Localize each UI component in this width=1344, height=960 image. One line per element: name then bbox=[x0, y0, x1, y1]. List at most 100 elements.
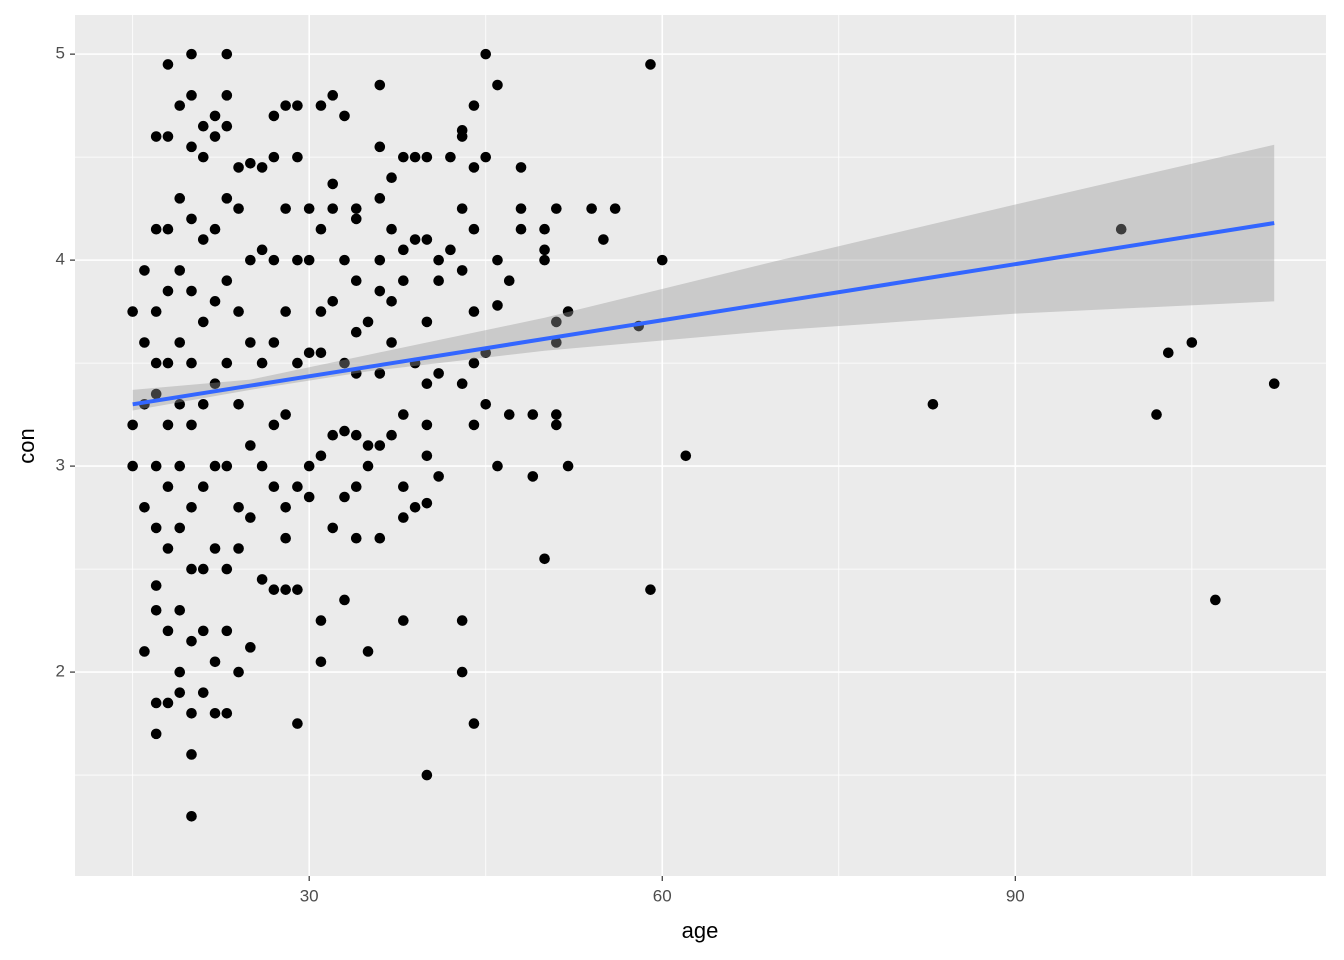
point bbox=[433, 275, 444, 287]
point bbox=[315, 656, 327, 668]
point bbox=[209, 460, 221, 472]
point bbox=[492, 300, 503, 311]
point bbox=[539, 553, 550, 565]
point bbox=[150, 728, 162, 740]
x-tick-label: 30 bbox=[300, 886, 319, 905]
point bbox=[127, 306, 138, 317]
point bbox=[374, 285, 386, 297]
point bbox=[1186, 337, 1198, 348]
point bbox=[197, 151, 209, 163]
point bbox=[539, 223, 550, 235]
point bbox=[280, 532, 291, 544]
point bbox=[645, 59, 656, 70]
point bbox=[292, 357, 303, 369]
point bbox=[374, 254, 386, 266]
point bbox=[174, 265, 186, 276]
point bbox=[562, 306, 574, 317]
point bbox=[186, 213, 197, 225]
point bbox=[398, 512, 409, 523]
point bbox=[1151, 409, 1162, 420]
point bbox=[186, 749, 197, 760]
point bbox=[150, 131, 162, 142]
point bbox=[280, 203, 291, 214]
point bbox=[339, 357, 350, 369]
point bbox=[503, 409, 515, 420]
point bbox=[927, 399, 939, 410]
point bbox=[374, 532, 386, 544]
point bbox=[139, 265, 150, 276]
point bbox=[339, 110, 350, 122]
point bbox=[527, 409, 539, 420]
point bbox=[162, 223, 174, 235]
point bbox=[468, 162, 480, 173]
point bbox=[551, 337, 562, 348]
point bbox=[421, 378, 433, 390]
point bbox=[150, 580, 162, 591]
point bbox=[315, 223, 327, 235]
point bbox=[197, 625, 209, 637]
point bbox=[150, 460, 162, 472]
x-axis-title: age bbox=[682, 918, 719, 943]
point bbox=[197, 687, 209, 698]
point bbox=[162, 419, 174, 431]
point bbox=[409, 151, 421, 163]
point bbox=[186, 141, 197, 153]
point bbox=[492, 79, 503, 91]
point bbox=[456, 378, 468, 390]
point bbox=[350, 275, 362, 287]
point bbox=[127, 460, 138, 472]
point bbox=[539, 254, 550, 266]
point bbox=[386, 223, 397, 235]
point bbox=[398, 151, 409, 163]
point bbox=[456, 125, 468, 136]
confidence-band bbox=[132, 144, 1275, 411]
point bbox=[303, 460, 315, 472]
point bbox=[268, 337, 280, 348]
y-tick-label: 4 bbox=[56, 250, 65, 269]
point bbox=[315, 615, 327, 626]
point bbox=[680, 450, 692, 462]
point bbox=[327, 178, 339, 190]
point bbox=[221, 625, 233, 637]
point bbox=[386, 172, 397, 184]
point bbox=[327, 522, 339, 534]
point bbox=[362, 316, 374, 328]
point bbox=[209, 656, 221, 668]
point bbox=[492, 460, 503, 472]
point bbox=[350, 213, 362, 225]
point bbox=[562, 460, 574, 472]
point bbox=[339, 491, 350, 503]
point bbox=[197, 481, 209, 492]
point bbox=[233, 162, 244, 173]
point bbox=[174, 666, 186, 678]
point bbox=[303, 254, 315, 266]
point bbox=[245, 337, 256, 348]
point bbox=[268, 254, 280, 266]
point bbox=[456, 203, 468, 214]
point bbox=[233, 203, 244, 214]
point bbox=[468, 100, 480, 111]
point bbox=[433, 368, 444, 379]
point bbox=[515, 203, 527, 214]
point bbox=[150, 357, 162, 369]
point bbox=[586, 203, 597, 214]
point bbox=[256, 357, 268, 369]
point bbox=[362, 460, 374, 472]
point bbox=[315, 100, 327, 111]
point bbox=[256, 574, 268, 585]
point bbox=[515, 223, 527, 235]
point bbox=[515, 162, 527, 173]
point bbox=[350, 326, 362, 338]
point bbox=[209, 378, 221, 390]
point bbox=[551, 419, 562, 431]
point bbox=[221, 193, 233, 204]
point bbox=[362, 440, 374, 451]
fit-line bbox=[132, 221, 1275, 407]
point bbox=[221, 563, 233, 575]
point bbox=[398, 244, 409, 256]
point bbox=[292, 151, 303, 163]
point bbox=[398, 275, 409, 287]
point bbox=[209, 110, 221, 122]
point bbox=[527, 471, 539, 482]
